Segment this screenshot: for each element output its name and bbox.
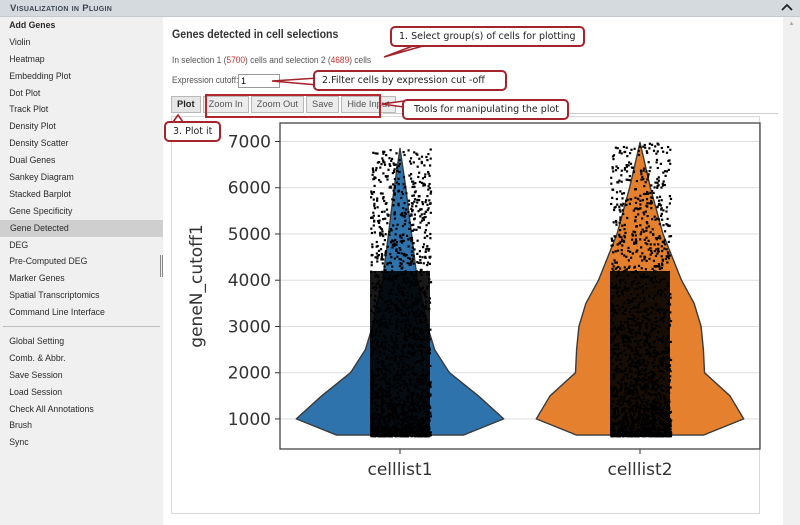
- sidebar-item-comb-abbr[interactable]: Comb. & Abbr.: [0, 350, 150, 367]
- sidebar-item-dual-genes[interactable]: Dual Genes: [0, 152, 150, 169]
- svg-text:4000: 4000: [228, 271, 271, 291]
- sidebar-item-gene-specificity[interactable]: Gene Specificity: [0, 203, 150, 220]
- panel-header: Visualization in Plugin: [0, 0, 800, 17]
- svg-text:1000: 1000: [228, 410, 271, 430]
- annotation-tools: Tools for manipulating the plot: [402, 99, 569, 120]
- selection-info-suffix: ) cells: [349, 55, 372, 65]
- sidebar-item-label: Violin: [9, 36, 31, 48]
- sidebar-item-add-genes[interactable]: Add Genes: [0, 17, 150, 34]
- sidebar-item-spatial-transcriptomics[interactable]: Spatial Transcriptomics: [0, 287, 150, 304]
- sidebar-item-gene-detected[interactable]: Gene Detected: [0, 219, 163, 237]
- annotation-step1: 1. Select group(s) of cells for plotting: [390, 26, 585, 47]
- expression-cutoff-label: Expression cutoff:: [172, 75, 239, 86]
- selection1-count[interactable]: 5700: [226, 55, 246, 65]
- sidebar-item-label: Pre-Computed DEG: [9, 256, 88, 268]
- sidebar-item-brush[interactable]: Brush: [0, 417, 150, 434]
- scroll-up-arrow-icon[interactable]: ▲: [788, 21, 795, 27]
- sidebar-item-label: Stacked Barplot: [9, 188, 71, 200]
- svg-text:celllist1: celllist1: [367, 460, 432, 480]
- sidebar-item-save-session[interactable]: Save Session: [0, 367, 150, 384]
- svg-text:5000: 5000: [228, 225, 271, 245]
- expression-cutoff-row: Expression cutoff:: [172, 74, 280, 88]
- sidebar-item-label: Command Line Interface: [9, 307, 105, 319]
- sidebar-item-label: Marker Genes: [9, 273, 65, 285]
- sidebar-item-label: Heatmap: [9, 53, 45, 65]
- toolbar-divider: [383, 113, 778, 114]
- sidebar-item-deg[interactable]: DEG: [0, 237, 150, 254]
- annotation-step2: 2.Filter cells by expression cut -off: [313, 70, 507, 91]
- zoom-in-button[interactable]: Zoom In: [202, 96, 249, 113]
- sidebar-item-label: Track Plot: [9, 104, 49, 116]
- sidebar-item-dot-plot[interactable]: Dot Plot: [0, 85, 150, 102]
- annotation-step3: 3. Plot it: [164, 121, 222, 142]
- selection-info-middle: ) cells and selection 2 (: [245, 55, 331, 65]
- sidebar-settings-list: Global Setting Comb. & Abbr. Save Session L…: [0, 333, 163, 451]
- chevron-up-icon[interactable]: [780, 0, 794, 14]
- sidebar-item-sync[interactable]: Sync: [0, 434, 150, 451]
- page-scrollbar[interactable]: ▲: [783, 17, 800, 525]
- sidebar-item-command-line-interface[interactable]: Command Line Interface: [0, 304, 150, 321]
- page-title: Genes detected in cell selections: [172, 29, 339, 41]
- sidebar-item-label: Density Plot: [9, 121, 56, 133]
- zoom-out-button[interactable]: Zoom Out: [250, 96, 305, 113]
- sidebar-item-label: Density Scatter: [9, 138, 69, 150]
- svg-text:7000: 7000: [228, 132, 271, 152]
- sidebar-item-label: Save Session: [9, 369, 63, 381]
- sidebar-item-label: Load Session: [9, 386, 63, 398]
- panel-title: Visualization in Plugin: [10, 3, 113, 14]
- selection2-count[interactable]: 4689: [330, 55, 350, 65]
- plot-area: 1000 2000 3000 4000 5000 6000 7000 geneN_cutoff…: [171, 116, 761, 514]
- sidebar-item-label: Gene Detected: [10, 222, 69, 234]
- sidebar-item-label: Add Genes: [9, 20, 56, 31]
- svg-text:6000: 6000: [228, 179, 271, 199]
- save-button[interactable]: Save: [306, 96, 340, 113]
- selection-info-prefix: In selection 1 (: [172, 55, 227, 65]
- sidebar-item-label: Brush: [9, 420, 33, 432]
- sidebar-item-label: Check All Annotations: [9, 403, 94, 415]
- plot-button[interactable]: Plot: [171, 96, 201, 113]
- sidebar-item-label: Comb. & Abbr.: [9, 352, 66, 364]
- sidebar-item-load-session[interactable]: Load Session: [0, 384, 150, 401]
- sidebar-item-label: Dot Plot: [9, 87, 41, 99]
- sidebar-item-label: Embedding Plot: [9, 70, 71, 82]
- sidebar-divider: [3, 326, 160, 328]
- expression-cutoff-input[interactable]: [238, 74, 280, 88]
- sidebar-item-check-all-annotations[interactable]: Check All Annotations: [0, 401, 150, 418]
- sidebar-resize-handle[interactable]: [160, 255, 163, 277]
- sidebar-item-label: Gene Specificity: [9, 205, 73, 217]
- sidebar-item-global-setting[interactable]: Global Setting: [0, 333, 150, 350]
- sidebar-item-heatmap[interactable]: Heatmap: [0, 51, 150, 68]
- violin-chart: 1000 2000 3000 4000 5000 6000 7000 geneN_cutoff…: [187, 122, 761, 480]
- selection-info: In selection 1 (5700) cells and selectio…: [172, 55, 371, 65]
- sidebar-plot-list: Add Genes Violin Heatmap Embedding Plot Dot …: [0, 17, 163, 321]
- main-panel: Genes detected in cell selections In sel…: [163, 17, 783, 525]
- sidebar-item-density-plot[interactable]: Density Plot: [0, 118, 150, 135]
- svg-text:3000: 3000: [228, 317, 271, 337]
- sidebar-item-label: Dual Genes: [9, 155, 56, 167]
- sidebar: Add Genes Violin Heatmap Embedding Plot Dot …: [0, 17, 163, 525]
- sidebar-item-label: Spatial Transcriptomics: [9, 290, 100, 302]
- tools-highlight-box: [205, 94, 381, 118]
- sidebar-item-track-plot[interactable]: Track Plot: [0, 101, 150, 118]
- sidebar-item-label: Sync: [9, 437, 29, 449]
- svg-text:2000: 2000: [228, 364, 271, 384]
- svg-text:celllist2: celllist2: [607, 460, 672, 480]
- sidebar-item-marker-genes[interactable]: Marker Genes: [0, 270, 150, 287]
- sidebar-item-density-scatter[interactable]: Density Scatter: [0, 135, 150, 152]
- sidebar-item-sankey-diagram[interactable]: Sankey Diagram: [0, 169, 150, 186]
- sidebar-item-embedding-plot[interactable]: Embedding Plot: [0, 68, 150, 85]
- sidebar-item-stacked-barplot[interactable]: Stacked Barplot: [0, 186, 150, 203]
- sidebar-item-label: Global Setting: [9, 336, 65, 348]
- sidebar-item-pre-computed-deg[interactable]: Pre-Computed DEG: [0, 253, 150, 270]
- sidebar-item-label: Sankey Diagram: [9, 172, 74, 184]
- sidebar-item-violin[interactable]: Violin: [0, 34, 150, 51]
- sidebar-item-label: DEG: [9, 239, 29, 251]
- svg-text:geneN_cutoff1: geneN_cutoff1: [187, 224, 207, 347]
